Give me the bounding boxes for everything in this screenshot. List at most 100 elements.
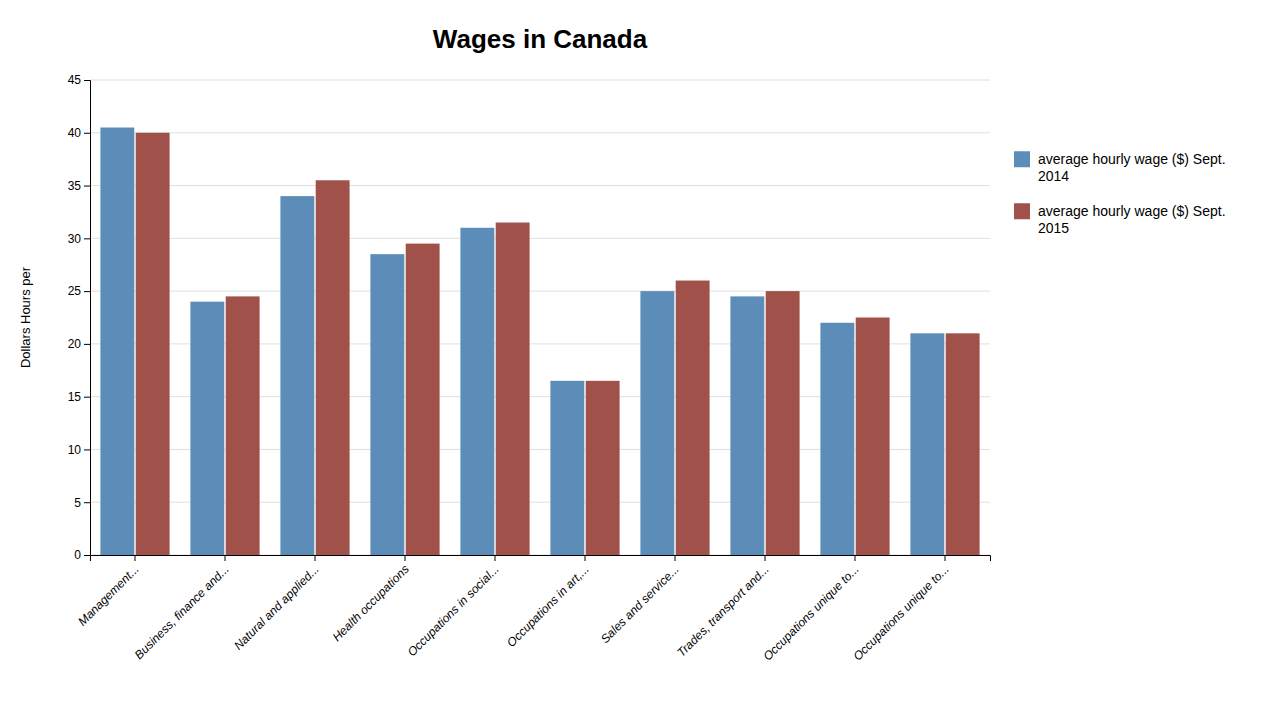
bar — [460, 228, 494, 555]
tick-mark — [84, 502, 90, 503]
tick-mark — [84, 555, 90, 556]
tick-mark — [84, 397, 90, 398]
tick-mark — [84, 344, 90, 345]
y-tick: 10 — [68, 443, 90, 457]
tick-label: 40 — [68, 126, 82, 140]
legend-label-line: average hourly wage ($) Sept. — [1038, 203, 1226, 219]
tick-label: Health occupations — [330, 562, 412, 644]
bar — [370, 254, 404, 555]
x-tick: Sales and service... — [598, 555, 682, 646]
bar — [730, 296, 764, 555]
bar — [586, 381, 620, 555]
y-tick: 45 — [68, 73, 90, 87]
bar — [640, 291, 674, 555]
x-tick: Health occupations — [330, 555, 412, 644]
x-tick: Occupations in social... — [405, 555, 502, 659]
legend-label: average hourly wage ($) Sept.2015 — [1038, 203, 1226, 236]
tick-mark — [84, 80, 90, 81]
bar — [676, 281, 710, 555]
grid-line — [90, 132, 990, 133]
tick-mark — [945, 555, 946, 561]
bar — [316, 180, 350, 555]
grid — [90, 80, 990, 555]
legend-swatch — [1014, 151, 1030, 167]
bar — [550, 381, 584, 555]
x-tick: Occupations in art,... — [504, 555, 592, 650]
legend-label-line: 2015 — [1038, 220, 1069, 236]
tick-label: 5 — [74, 496, 81, 510]
legend-swatch — [1014, 203, 1030, 219]
bar — [946, 333, 980, 555]
bar — [100, 128, 134, 556]
x-tick: Occupations unique to... — [850, 555, 951, 663]
tick-mark — [585, 555, 586, 561]
tick-mark — [84, 238, 90, 239]
tick-mark — [225, 555, 226, 561]
y-axis: 0 5 10 15 20 25 30 35 40 45 — [68, 73, 91, 562]
y-tick: 0 — [74, 548, 90, 562]
legend-label-line: average hourly wage ($) Sept. — [1038, 151, 1226, 167]
bars — [100, 128, 979, 556]
bar — [496, 223, 530, 556]
bar — [280, 196, 314, 555]
tick-mark — [84, 133, 90, 134]
bar — [820, 323, 854, 555]
y-tick: 5 — [74, 496, 90, 510]
grid-line — [90, 80, 990, 81]
x-tick: Business, finance and... — [132, 555, 232, 662]
bar — [856, 318, 890, 556]
legend-label-line: 2014 — [1038, 168, 1069, 184]
tick-mark — [84, 186, 90, 187]
chart-svg: 0 5 10 15 20 25 30 35 40 45 Management...Business,… — [0, 0, 1280, 720]
y-tick: 35 — [68, 179, 90, 193]
tick-label: 0 — [74, 548, 81, 562]
tick-label: Occupations unique to... — [760, 562, 861, 663]
bar-series — [100, 128, 944, 556]
tick-label: 35 — [68, 179, 82, 193]
bar — [910, 333, 944, 555]
bar — [226, 296, 260, 555]
plot-area: 0 5 10 15 20 25 30 35 40 45 Management...Business,… — [68, 73, 991, 663]
grid-line — [90, 396, 990, 397]
grid-line — [90, 343, 990, 344]
bar — [766, 291, 800, 555]
bar-series — [136, 133, 980, 555]
tick-label: Trades, transport and... — [674, 562, 771, 659]
x-tick: Natural and applied... — [231, 555, 322, 653]
y-tick: 40 — [68, 126, 90, 140]
tick-mark — [84, 449, 90, 450]
tick-label: Occupations in art,... — [504, 562, 592, 650]
grid-line — [90, 238, 990, 239]
bar — [136, 133, 170, 555]
tick-mark — [315, 555, 316, 561]
grid-line — [90, 185, 990, 186]
tick-label: Natural and applied... — [231, 562, 322, 653]
tick-label: Sales and service... — [598, 562, 682, 646]
tick-mark — [855, 555, 856, 561]
y-tick: 20 — [68, 337, 90, 351]
tick-label: 30 — [68, 232, 82, 246]
tick-label: Occupations in social... — [405, 562, 502, 659]
tick-label: Occupations unique to... — [850, 562, 951, 663]
tick-mark — [84, 291, 90, 292]
y-tick: 25 — [68, 284, 90, 298]
tick-mark — [405, 555, 406, 561]
tick-label: 10 — [68, 443, 82, 457]
axis-line — [84, 81, 91, 556]
legend-item: average hourly wage ($) Sept.2015 — [1014, 203, 1226, 236]
tick-mark — [495, 555, 496, 561]
legend-label: average hourly wage ($) Sept.2014 — [1038, 151, 1226, 184]
tick-label: 45 — [68, 73, 82, 87]
tick-label: 20 — [68, 337, 82, 351]
axis-line — [91, 556, 991, 562]
x-tick: Management... — [75, 555, 142, 629]
tick-label: 25 — [68, 284, 82, 298]
tick-label: Business, finance and... — [132, 562, 232, 662]
bar — [190, 302, 224, 555]
y-tick: 15 — [68, 390, 90, 404]
tick-mark — [675, 555, 676, 561]
x-tick: Trades, transport and... — [674, 555, 771, 660]
tick-label: Management... — [75, 562, 142, 629]
tick-mark — [765, 555, 766, 561]
grid-line — [90, 291, 990, 292]
